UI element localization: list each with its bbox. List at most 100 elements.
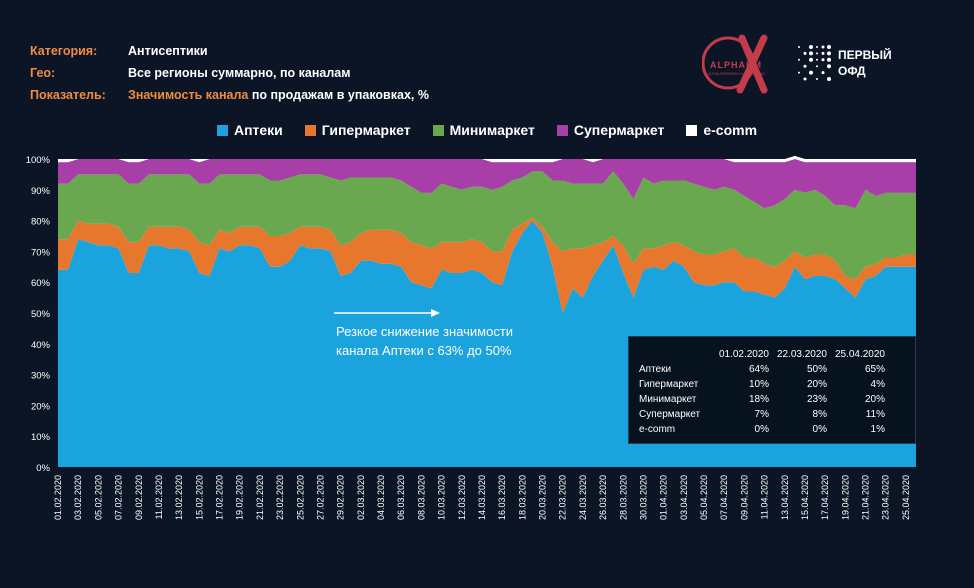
- annotation-arrow-head: [431, 309, 440, 317]
- category-label: Категория:: [30, 44, 98, 58]
- x-tick-label: 11.04.2020: [760, 475, 770, 519]
- x-tick-label: 19.02.2020: [235, 475, 245, 520]
- ofd-line1: ПЕРВЫЙ: [838, 48, 892, 62]
- x-tick-label: 22.03.2020: [558, 475, 568, 520]
- ofd-dot: [809, 51, 813, 56]
- ofd-dot: [821, 45, 825, 49]
- annotation-line2: канала Аптеки с 63% до 50%: [336, 343, 512, 358]
- y-tick-label: 20%: [31, 401, 51, 412]
- table-cell: 23%: [806, 394, 827, 405]
- table-cell: 0%: [812, 424, 827, 435]
- table-row-label: Аптеки: [639, 364, 672, 375]
- table-header-row: 01.02.2020 22.03.2020 25.04.2020: [639, 347, 885, 362]
- ofd-dot: [816, 52, 818, 55]
- x-tick-label: 09.02.2020: [134, 475, 144, 520]
- table-header-cell: 22.03.2020: [776, 349, 827, 360]
- alpharm-logo: ALPHARM ALPHA RESEARCH & MARKETING: [701, 30, 782, 96]
- x-tick-label: 29.02.2020: [336, 475, 346, 520]
- geo-label: Гео:: [30, 66, 56, 80]
- x-tick-label: 28.03.2020: [618, 475, 628, 520]
- ofd-dot: [816, 78, 818, 80]
- alpharm-logo-sub: ALPHA RESEARCH & MARKETING: [708, 72, 765, 76]
- x-tick-label: 13.04.2020: [780, 475, 790, 520]
- x-tick-label: 07.04.2020: [719, 475, 729, 520]
- x-tick-label: 19.04.2020: [840, 475, 850, 520]
- x-tick-label: 20.03.2020: [538, 475, 548, 520]
- table-cell: 20%: [864, 394, 885, 405]
- alpharm-logo-text: ALPHARM: [710, 60, 762, 70]
- metric-value-rest: по продажам в упаковках, %: [248, 88, 429, 102]
- y-tick-label: 100%: [26, 155, 51, 166]
- x-tick-label: 25.02.2020: [295, 475, 305, 520]
- x-tick-label: 12.03.2020: [457, 475, 467, 520]
- legend-swatch: [432, 124, 444, 136]
- y-tick-label: 10%: [31, 432, 51, 443]
- ofd-dot: [809, 57, 813, 62]
- x-tick-label: 03.02.2020: [73, 475, 83, 520]
- x-tick-label: 07.02.2020: [114, 475, 124, 520]
- ofd-dot: [798, 46, 800, 48]
- table-row: Минимаркет 18% 23% 20%: [639, 392, 885, 407]
- ofd-dot: [827, 57, 831, 62]
- table-row-label: e-comm: [639, 424, 676, 435]
- ofd-dot: [827, 77, 831, 81]
- table-row-label: Минимаркет: [639, 394, 697, 405]
- table-cell: 0%: [754, 424, 769, 435]
- legend-swatch: [556, 124, 568, 136]
- ofd-dot: [809, 45, 813, 49]
- ofd-dots-icon: [798, 45, 831, 81]
- table-cell: 7%: [754, 409, 769, 420]
- x-tick-label: 17.04.2020: [820, 475, 830, 520]
- ofd-dot: [803, 64, 807, 68]
- table-header-cell: 01.02.2020: [718, 349, 769, 360]
- x-tick-label: 10.03.2020: [437, 475, 447, 520]
- x-tick-label: 13.02.2020: [174, 475, 184, 520]
- ofd-dot: [827, 51, 831, 56]
- table-header-cell: 25.04.2020: [834, 349, 885, 360]
- x-tick-label: 21.04.2020: [861, 475, 871, 520]
- legend-item: Аптеки: [216, 122, 283, 138]
- area-series-3: [58, 159, 916, 209]
- ofd-logo: ПЕРВЫЙ ОФД: [796, 44, 906, 84]
- y-tick-label: 0%: [36, 463, 50, 474]
- legend-item: Минимаркет: [432, 122, 535, 138]
- table-cell: 1%: [870, 424, 885, 435]
- metric-value-highlight: Значимость канала: [128, 88, 249, 102]
- table-cell: 50%: [806, 364, 827, 375]
- ofd-dot: [816, 65, 818, 68]
- table-header-empty: [639, 347, 711, 362]
- legend-item: e-comm: [686, 122, 757, 138]
- legend-item: Гипермаркет: [304, 122, 411, 138]
- table-cell: 11%: [865, 409, 885, 420]
- ofd-dot: [803, 51, 807, 55]
- x-tick-label: 04.03.2020: [376, 475, 386, 520]
- legend-swatch: [686, 124, 698, 136]
- metric-value: Значимость канала по продажам в упаковка…: [128, 88, 429, 102]
- data-table: 01.02.2020 22.03.2020 25.04.2020 Аптеки 64% 5…: [628, 336, 916, 444]
- x-tick-label: 03.04.2020: [679, 475, 689, 520]
- legend-label: Аптеки: [233, 122, 283, 138]
- area-series-2: [58, 171, 916, 280]
- y-tick-label: 80%: [31, 217, 51, 228]
- geo-value: Все регионы суммарно, по каналам: [128, 66, 351, 80]
- x-tick-label: 01.02.2020: [53, 475, 63, 520]
- x-tick-label: 27.02.2020: [315, 475, 325, 520]
- x-tick-label: 05.04.2020: [699, 475, 709, 520]
- x-tick-label: 01.04.2020: [659, 475, 669, 520]
- ofd-dot: [809, 70, 813, 75]
- x-tick-label: 26.03.2020: [598, 475, 608, 520]
- area-series-4: [58, 155, 916, 163]
- category-value: Антисептики: [128, 44, 208, 58]
- table-row: Гипермаркет 10% 20% 4%: [639, 377, 885, 392]
- legend-label: Гипермаркет: [321, 122, 411, 138]
- table-cell: 4%: [870, 379, 885, 390]
- legend-swatch: [216, 124, 228, 136]
- annotation-line1: Резкое снижение значимости: [336, 324, 514, 339]
- ofd-dot: [816, 46, 818, 48]
- x-tick-label: 14.03.2020: [477, 475, 487, 520]
- table-cell: 65%: [864, 364, 885, 375]
- table-cell: 20%: [806, 379, 827, 390]
- ofd-dot: [821, 71, 825, 75]
- table-cell: 10%: [748, 379, 769, 390]
